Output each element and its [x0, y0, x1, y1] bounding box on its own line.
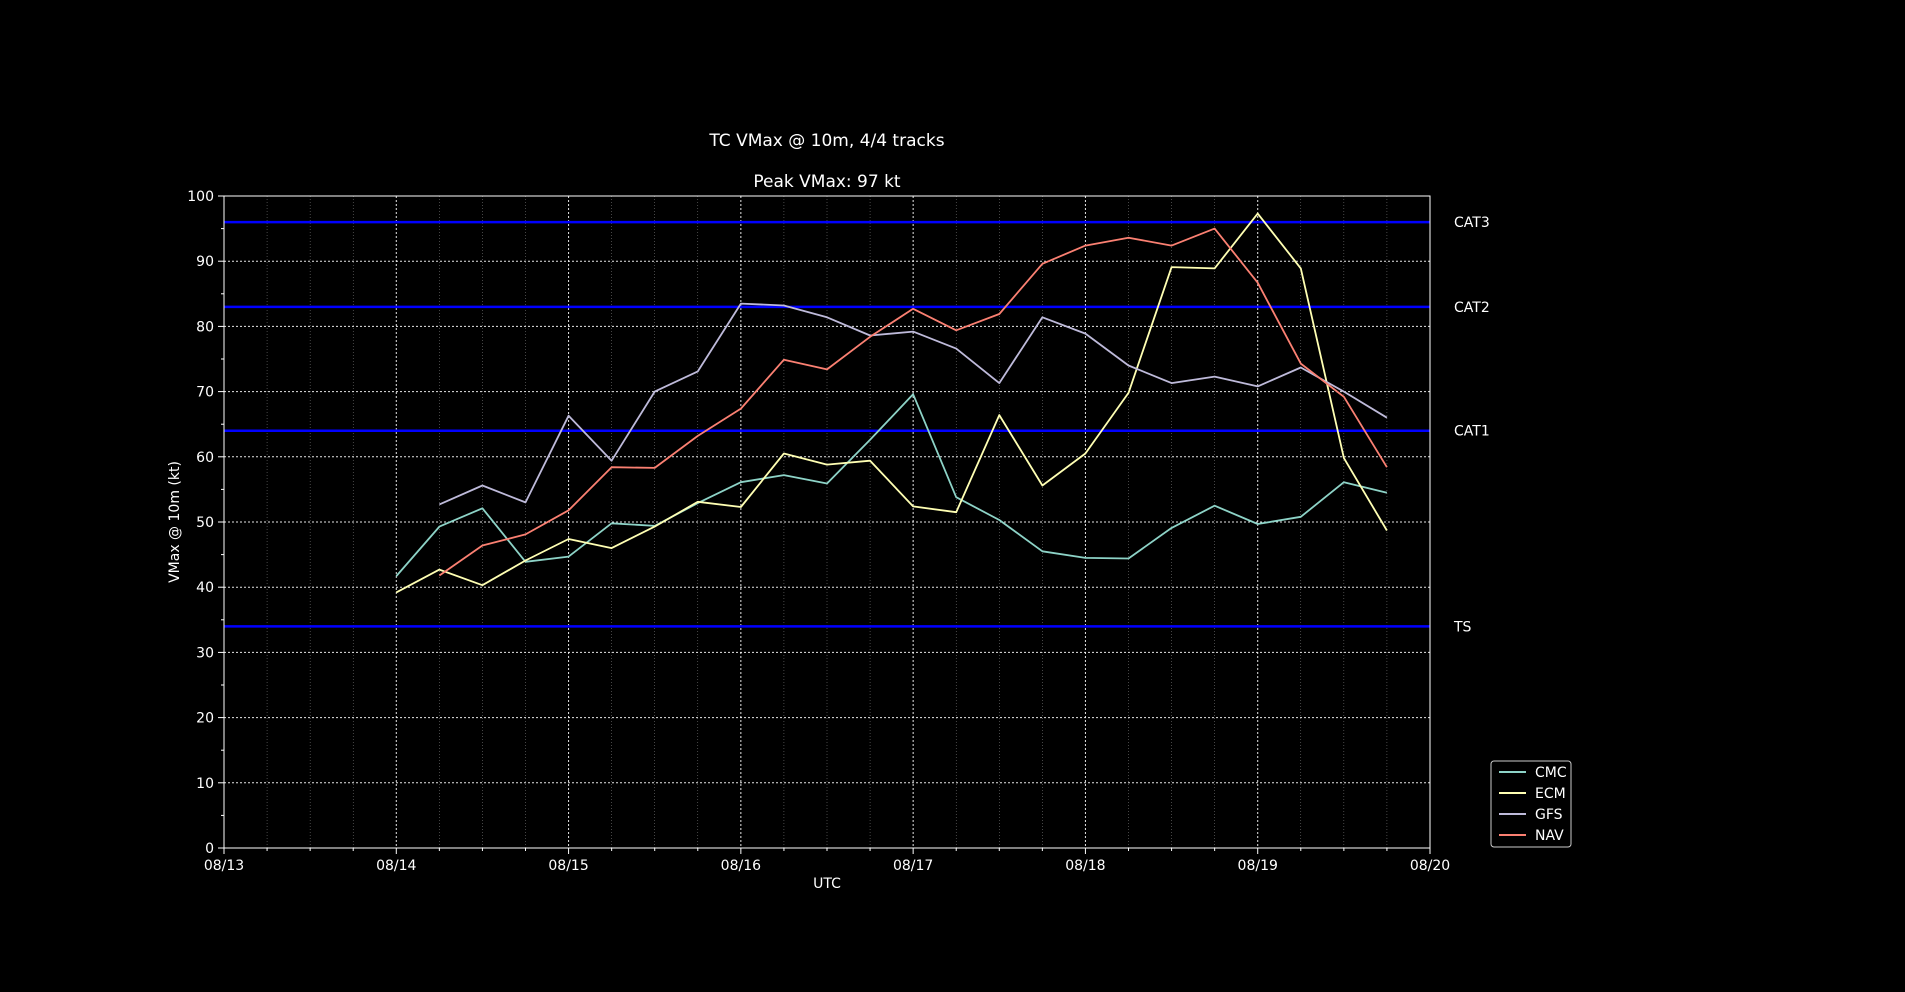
legend-label-gfs: GFS	[1535, 807, 1563, 823]
x-tick-label: 08/15	[548, 858, 588, 874]
y-axis-ticks: 0 10 20 30 40 50 60 70 80 90 100	[187, 189, 224, 857]
x-tick-label: 08/19	[1238, 858, 1278, 874]
y-tick-label: 60	[196, 450, 214, 466]
y-tick-label: 50	[196, 515, 214, 531]
grid	[224, 196, 1430, 848]
y-tick-label: 30	[196, 645, 214, 661]
y-tick-label: 20	[196, 711, 214, 727]
legend-box	[1490, 760, 1572, 848]
x-tick-label: 08/18	[1065, 858, 1105, 874]
y-axis-label: VMax @ 10m (kt)	[167, 461, 183, 583]
series-line-gfs	[439, 302, 1388, 506]
series-line-cmc	[395, 393, 1388, 577]
chart-title: TC VMax @ 10m, 4/4 tracks	[708, 131, 944, 151]
series-lines	[395, 212, 1388, 594]
threshold-label-cat3: CAT3	[1454, 215, 1490, 231]
x-axis-label: UTC	[813, 876, 841, 892]
x-axis-ticks: 08/13 08/14 08/15 08/16 08/17 08/18 08/19 08/20	[204, 848, 1450, 874]
x-tick-label: 08/17	[893, 858, 933, 874]
y-tick-label: 90	[196, 254, 214, 270]
x-tick-label: 08/16	[721, 858, 761, 874]
series-line-nav	[438, 227, 1388, 577]
legend: CMC ECM GFS NAV	[1490, 760, 1572, 848]
threshold-lines: TS CAT1 CAT2 CAT3	[224, 215, 1490, 635]
x-tick-label: 08/20	[1410, 858, 1450, 874]
y-tick-label: 100	[187, 189, 214, 205]
y-tick-label: 40	[196, 580, 214, 596]
x-tick-label: 08/13	[204, 858, 244, 874]
threshold-label-ts: TS	[1453, 619, 1472, 635]
chart-subtitle: Peak VMax: 97 kt	[753, 172, 901, 192]
threshold-label-cat2: CAT2	[1454, 300, 1490, 316]
x-tick-label: 08/14	[376, 858, 416, 874]
legend-label-cmc: CMC	[1535, 765, 1567, 781]
y-tick-label: 0	[205, 841, 214, 857]
legend-label-ecm: ECM	[1535, 786, 1566, 802]
y-tick-label: 80	[196, 319, 214, 335]
y-tick-label: 70	[196, 385, 214, 401]
y-tick-label: 10	[196, 776, 214, 792]
series-line-ecm	[395, 212, 1388, 594]
threshold-label-cat1: CAT1	[1454, 424, 1490, 440]
legend-label-nav: NAV	[1535, 828, 1564, 844]
